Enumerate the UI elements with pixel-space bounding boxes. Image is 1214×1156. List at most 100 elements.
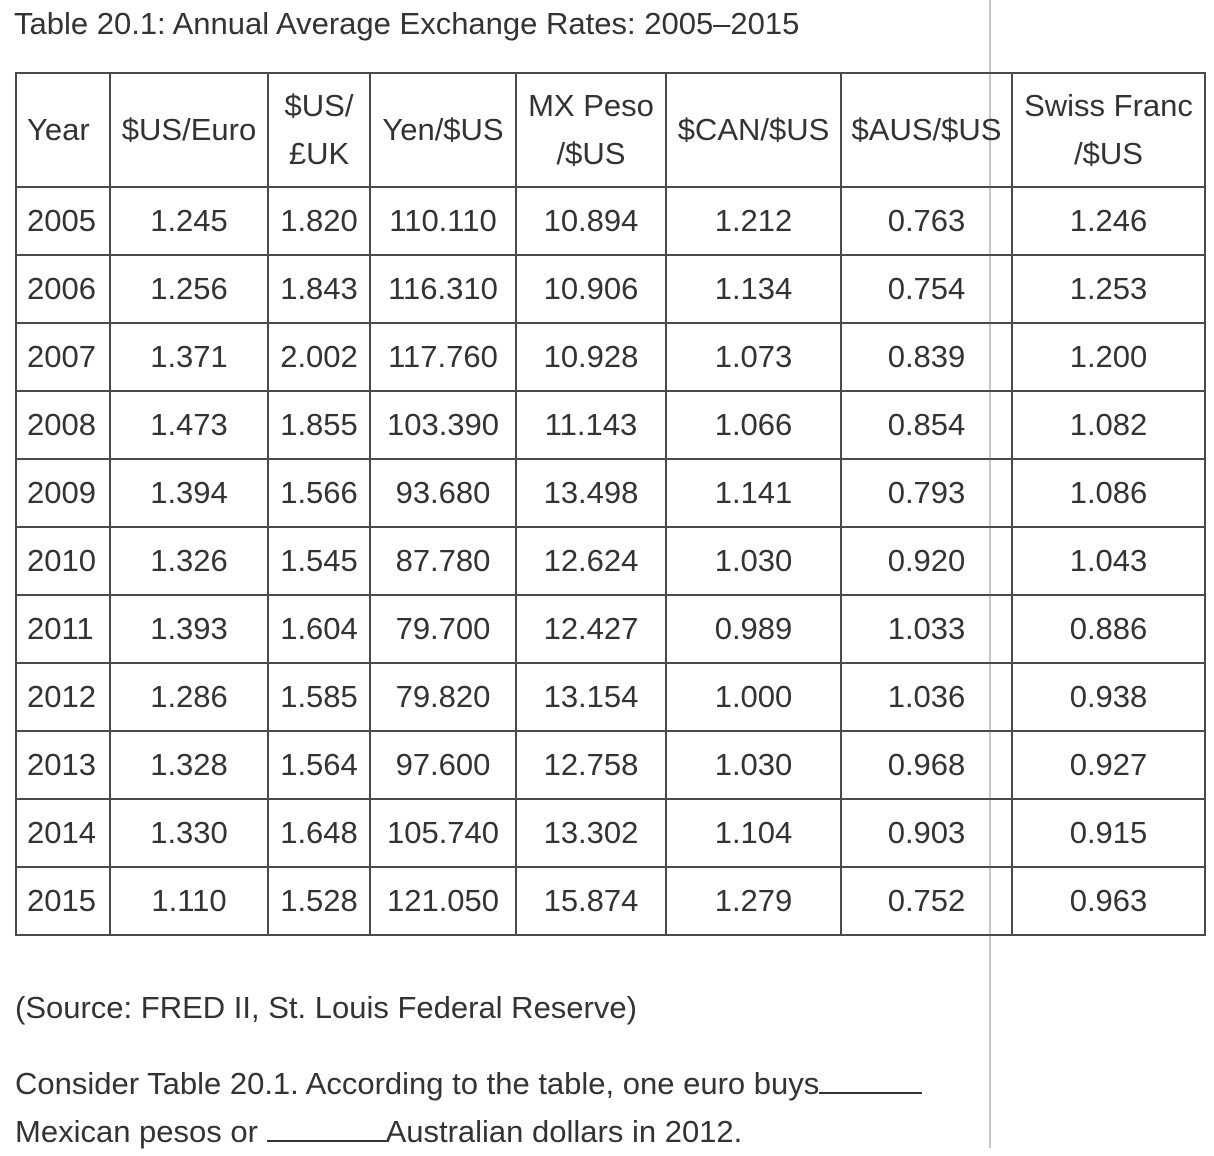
rate-cell: 0.763 bbox=[840, 186, 1013, 256]
rate-cell: 1.564 bbox=[267, 730, 371, 800]
rate-cell: 1.043 bbox=[1011, 526, 1206, 596]
rate-cell: 97.600 bbox=[369, 730, 517, 800]
rate-cell: 1.256 bbox=[109, 254, 269, 324]
rate-cell: 121.050 bbox=[369, 866, 517, 936]
rate-cell: 0.968 bbox=[840, 730, 1013, 800]
rate-cell: 1.036 bbox=[840, 662, 1013, 732]
rate-cell: 105.740 bbox=[369, 798, 517, 868]
rate-cell: 10.906 bbox=[515, 254, 667, 324]
column-header: $CAN/$US bbox=[665, 72, 842, 188]
column-header-line: $US/Euro bbox=[121, 112, 257, 147]
column-header-line: Swiss Franc bbox=[1024, 88, 1193, 123]
column-header-line: MX Peso bbox=[528, 88, 654, 123]
rate-cell: 116.310 bbox=[369, 254, 517, 324]
rate-cell: 1.279 bbox=[665, 866, 842, 936]
rate-cell: 13.154 bbox=[515, 662, 667, 732]
rate-cell: 1.473 bbox=[109, 390, 269, 460]
question-line-2-start: Mexican pesos or bbox=[15, 1114, 267, 1149]
rate-cell: 1.246 bbox=[1011, 186, 1206, 256]
column-header: $US/ £UK bbox=[267, 72, 371, 188]
rate-cell: 12.758 bbox=[515, 730, 667, 800]
column-header: Year bbox=[15, 72, 111, 188]
column-header-line: $US/ bbox=[284, 88, 354, 123]
table-row: 2014 1.330 1.648 105.740 13.302 1.104 0.903 0.9… bbox=[15, 798, 1206, 868]
rate-cell: 1.585 bbox=[267, 662, 371, 732]
rate-cell: 1.326 bbox=[109, 526, 269, 596]
rate-cell: 10.894 bbox=[515, 186, 667, 256]
rate-cell: 1.073 bbox=[665, 322, 842, 392]
year-cell: 2014 bbox=[15, 798, 111, 868]
rate-cell: 87.780 bbox=[369, 526, 517, 596]
rate-cell: 1.393 bbox=[109, 594, 269, 664]
rate-cell: 79.700 bbox=[369, 594, 517, 664]
table-header-row: Year $US/Euro $US/ £UK Yen/$US MX Peso /$US $CA… bbox=[15, 72, 1206, 188]
year-cell: 2011 bbox=[15, 594, 111, 664]
rate-cell: 0.793 bbox=[840, 458, 1013, 528]
rate-cell: 1.200 bbox=[1011, 322, 1206, 392]
rate-cell: 0.754 bbox=[840, 254, 1013, 324]
rate-cell: 1.066 bbox=[665, 390, 842, 460]
rate-cell: 1.604 bbox=[267, 594, 371, 664]
column-header: $US/Euro bbox=[109, 72, 269, 188]
year-cell: 2006 bbox=[15, 254, 111, 324]
rate-cell: 1.855 bbox=[267, 390, 371, 460]
rate-cell: 1.648 bbox=[267, 798, 371, 868]
rate-cell: 1.030 bbox=[665, 730, 842, 800]
table-body: 2005 1.245 1.820 110.110 10.894 1.212 0.763 1.2… bbox=[15, 186, 1206, 936]
rate-cell: 1.000 bbox=[665, 662, 842, 732]
rate-cell: 0.927 bbox=[1011, 730, 1206, 800]
rate-cell: 12.427 bbox=[515, 594, 667, 664]
column-header-line: £UK bbox=[288, 136, 350, 171]
rate-cell: 1.110 bbox=[109, 866, 269, 936]
column-header: Yen/$US bbox=[369, 72, 517, 188]
rate-cell: 0.920 bbox=[840, 526, 1013, 596]
rate-cell: 1.843 bbox=[267, 254, 371, 324]
rate-cell: 1.328 bbox=[109, 730, 269, 800]
table-row: 2015 1.110 1.528 121.050 15.874 1.279 0.752 0.9… bbox=[15, 866, 1206, 936]
rate-cell: 1.212 bbox=[665, 186, 842, 256]
year-cell: 2015 bbox=[15, 866, 111, 936]
rate-cell: 1.082 bbox=[1011, 390, 1206, 460]
rate-cell: 1.286 bbox=[109, 662, 269, 732]
table-row: 2009 1.394 1.566 93.680 13.498 1.141 0.793 1.08… bbox=[15, 458, 1206, 528]
column-header-line: Yen/$US bbox=[382, 112, 504, 147]
rate-cell: 15.874 bbox=[515, 866, 667, 936]
rate-cell: 1.253 bbox=[1011, 254, 1206, 324]
year-cell: 2010 bbox=[15, 526, 111, 596]
rate-cell: 1.394 bbox=[109, 458, 269, 528]
rate-cell: 0.938 bbox=[1011, 662, 1206, 732]
question-line-2-end: Australian dollars in 2012. bbox=[385, 1114, 743, 1149]
rate-cell: 93.680 bbox=[369, 458, 517, 528]
rate-cell: 0.989 bbox=[665, 594, 842, 664]
rate-cell: 13.498 bbox=[515, 458, 667, 528]
rate-cell: 110.110 bbox=[369, 186, 517, 256]
rate-cell: 0.886 bbox=[1011, 594, 1206, 664]
table-caption: Table 20.1: Annual Average Exchange Rate… bbox=[14, 6, 800, 41]
rate-cell: 13.302 bbox=[515, 798, 667, 868]
table-row: 2007 1.371 2.002 117.760 10.928 1.073 0.839 1.2… bbox=[15, 322, 1206, 392]
rate-cell: 79.820 bbox=[369, 662, 517, 732]
rate-cell: 1.104 bbox=[665, 798, 842, 868]
rate-cell: 1.134 bbox=[665, 254, 842, 324]
table-row: 2008 1.473 1.855 103.390 11.143 1.066 0.854 1.0… bbox=[15, 390, 1206, 460]
rate-cell: 1.545 bbox=[267, 526, 371, 596]
rate-cell: 0.903 bbox=[840, 798, 1013, 868]
rate-cell: 0.963 bbox=[1011, 866, 1206, 936]
rate-cell: 1.330 bbox=[109, 798, 269, 868]
rate-cell: 1.528 bbox=[267, 866, 371, 936]
rate-cell: 1.371 bbox=[109, 322, 269, 392]
rate-cell: 2.002 bbox=[267, 322, 371, 392]
rate-cell: 1.086 bbox=[1011, 458, 1206, 528]
table-row: 2011 1.393 1.604 79.700 12.427 0.989 1.033 0.88… bbox=[15, 594, 1206, 664]
rate-cell: 117.760 bbox=[369, 322, 517, 392]
table-row: 2012 1.286 1.585 79.820 13.154 1.000 1.036 0.93… bbox=[15, 662, 1206, 732]
rate-cell: 0.752 bbox=[840, 866, 1013, 936]
answer-blank-pesos[interactable] bbox=[819, 1060, 923, 1094]
table-row: 2010 1.326 1.545 87.780 12.624 1.030 0.920 1.04… bbox=[15, 526, 1206, 596]
year-cell: 2005 bbox=[15, 186, 111, 256]
rate-cell: 1.033 bbox=[840, 594, 1013, 664]
column-header-line: /$US bbox=[556, 136, 626, 171]
answer-blank-aud[interactable] bbox=[266, 1108, 386, 1142]
table-row: 2005 1.245 1.820 110.110 10.894 1.212 0.763 1.2… bbox=[15, 186, 1206, 256]
column-header: MX Peso /$US bbox=[515, 72, 667, 188]
